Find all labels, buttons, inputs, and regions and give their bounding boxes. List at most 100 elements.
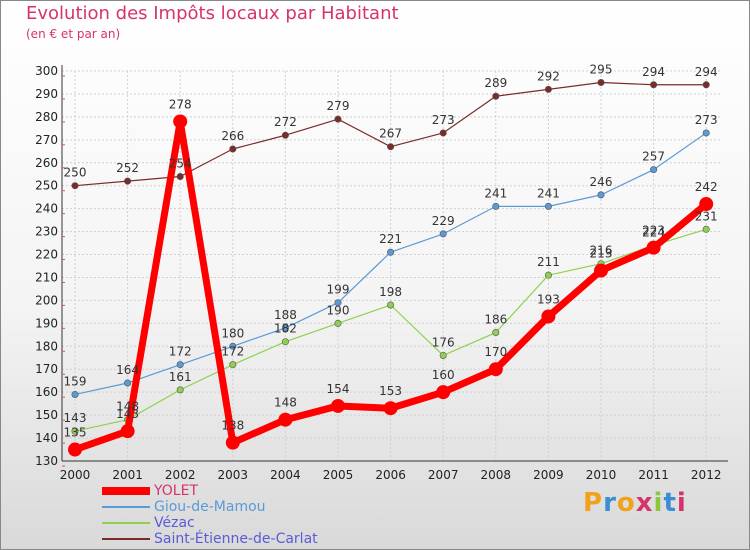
data-label: 266 [221, 129, 244, 143]
data-point [71, 390, 79, 398]
label-layer: 250 252 254 266 272 279 267 273 289 292 295 294 294 1… [64, 62, 718, 439]
data-point [281, 338, 289, 346]
x-tick-label: 2006 [375, 468, 406, 482]
data-label: 198 [379, 285, 402, 299]
data-label: 273 [695, 113, 718, 127]
data-label: 221 [379, 232, 402, 246]
data-label: 193 [537, 292, 560, 306]
data-point [124, 177, 132, 185]
x-tick-label: 2008 [481, 468, 512, 482]
data-point [334, 299, 342, 307]
data-point [334, 115, 342, 123]
data-label: 138 [221, 419, 244, 433]
data-point [544, 271, 552, 279]
y-tick-label: 240 [35, 202, 58, 216]
data-point [120, 424, 135, 439]
data-point [71, 427, 79, 435]
data-point [702, 81, 710, 89]
y-tick-label: 140 [35, 431, 58, 445]
y-tick-label: 280 [35, 110, 58, 124]
data-point [544, 202, 552, 210]
legend-swatch [102, 506, 150, 508]
data-point [488, 362, 503, 377]
data-point [541, 309, 556, 324]
data-label: 246 [590, 175, 613, 189]
data-point [702, 129, 710, 137]
data-point [597, 78, 605, 86]
data-point [439, 129, 447, 137]
data-label: 160 [432, 368, 455, 382]
y-tick-label: 200 [35, 293, 58, 307]
data-label: 224 [642, 225, 665, 239]
data-label: 250 [64, 166, 87, 180]
legend-swatch [102, 522, 150, 524]
data-label: 216 [590, 244, 613, 258]
data-label: 190 [327, 303, 350, 317]
data-label: 223 [642, 224, 665, 238]
data-label: 295 [590, 62, 613, 76]
data-label: 135 [64, 426, 87, 440]
data-point [229, 342, 237, 350]
data-label: 170 [484, 345, 507, 359]
proxiti-logo: Proxiti [583, 488, 687, 518]
y-tick-label: 190 [35, 316, 58, 330]
data-point [646, 240, 661, 255]
data-label: 279 [327, 99, 350, 113]
data-label: 143 [64, 411, 87, 425]
chart-subtitle: (en € et par an) [26, 27, 121, 41]
x-tick-label: 2003 [218, 468, 249, 482]
data-point [544, 85, 552, 93]
data-point [281, 131, 289, 139]
logo-letter: r [603, 488, 617, 518]
data-label: 172 [169, 345, 192, 359]
data-point [173, 114, 188, 129]
data-label: 241 [537, 186, 560, 200]
y-tick-label: 270 [35, 133, 58, 147]
data-label: 186 [484, 313, 507, 327]
data-point [225, 435, 240, 450]
y-tick-label: 290 [35, 87, 58, 101]
data-point [334, 319, 342, 327]
legend-swatch [102, 487, 150, 495]
data-point [436, 385, 451, 400]
data-label: 242 [695, 180, 718, 194]
legend-label: YOLET [154, 483, 199, 499]
data-label: 231 [695, 209, 718, 223]
logo-letter: t [663, 488, 677, 518]
y-tick-label: 130 [35, 454, 58, 468]
x-tick-label: 2009 [533, 468, 564, 482]
data-label: 211 [537, 255, 560, 269]
legend-label: Saint-Étienne-de-Carlat [154, 531, 318, 547]
data-point [176, 173, 184, 181]
data-label: 273 [432, 113, 455, 127]
y-tick-label: 230 [35, 225, 58, 239]
data-label: 161 [169, 370, 192, 384]
data-label: 254 [169, 157, 192, 171]
data-point [492, 92, 500, 100]
data-point [71, 182, 79, 190]
data-point [699, 197, 714, 212]
legend-swatch [102, 538, 150, 540]
data-point [229, 361, 237, 369]
data-point [124, 379, 132, 387]
data-label: 272 [274, 115, 297, 129]
data-label: 229 [432, 214, 455, 228]
series-layer [68, 78, 714, 457]
data-label: 148 [116, 400, 139, 414]
data-point [68, 442, 82, 457]
y-tick-label: 160 [35, 385, 58, 399]
data-label: 292 [537, 69, 560, 83]
y-tick-label: 250 [35, 179, 58, 193]
data-point [650, 166, 658, 174]
y-tick-label: 220 [35, 248, 58, 262]
y-tick-label: 150 [35, 408, 58, 422]
data-label: 172 [221, 345, 244, 359]
data-label: 267 [379, 127, 402, 141]
data-point [281, 324, 289, 332]
logo-letter: o [616, 488, 636, 518]
data-point [387, 248, 395, 256]
data-label: 159 [64, 374, 87, 388]
data-label: 289 [484, 76, 507, 90]
data-label: 182 [274, 322, 297, 336]
